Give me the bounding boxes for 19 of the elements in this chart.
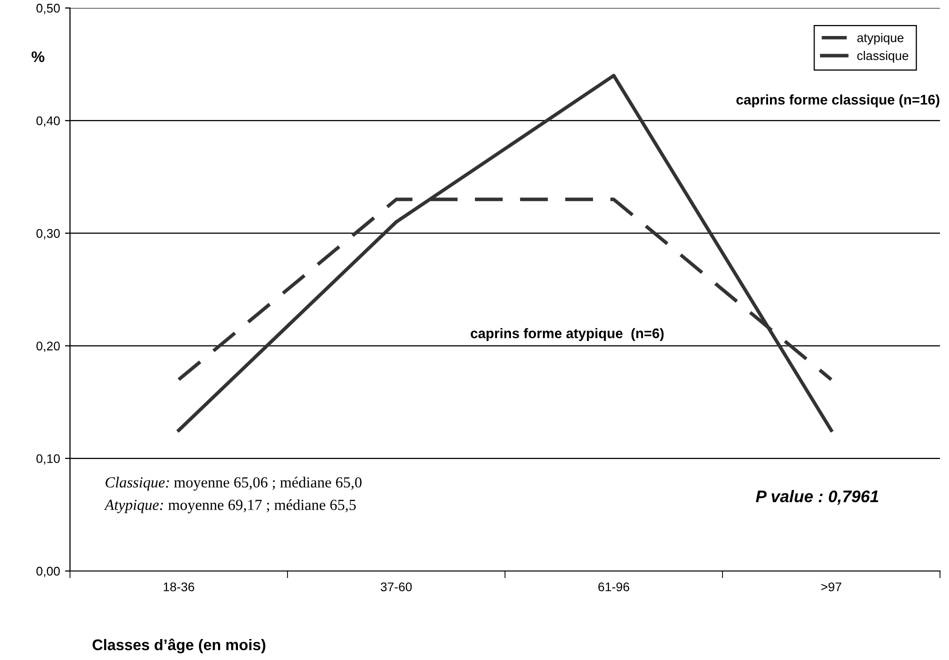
y-tick-label: 0,20: [36, 342, 60, 352]
y-tick-label: 0,10: [36, 454, 60, 465]
y-tick-label: 0,30: [36, 229, 60, 240]
x-tick-label: 37-60: [380, 582, 412, 592]
y-axis-title: %: [32, 51, 44, 62]
annotation: caprins forme classique (n=16): [736, 94, 940, 108]
annotation: P value : 0,7961: [756, 490, 878, 505]
x-tick-label: 18-36: [164, 582, 194, 592]
legend-label: atypique: [857, 33, 904, 45]
annotation: Atypique: moyenne 69,17 ; médiane 65,5: [104, 499, 356, 514]
annotation: Classique: moyenne 65,06 ; médiane 65,0: [106, 476, 362, 491]
y-tick-label: 0,50: [36, 4, 60, 14]
x-tick-label: >97: [821, 582, 842, 592]
y-tick-label: 0,40: [36, 116, 60, 127]
annotation: caprins forme atypique (n=6): [470, 328, 664, 342]
legend-label: classique: [857, 50, 908, 63]
y-tick-label: 0,00: [36, 566, 60, 578]
x-axis-title: Classes d’âge (en mois): [92, 638, 266, 654]
x-tick-label: 61-96: [598, 582, 630, 592]
